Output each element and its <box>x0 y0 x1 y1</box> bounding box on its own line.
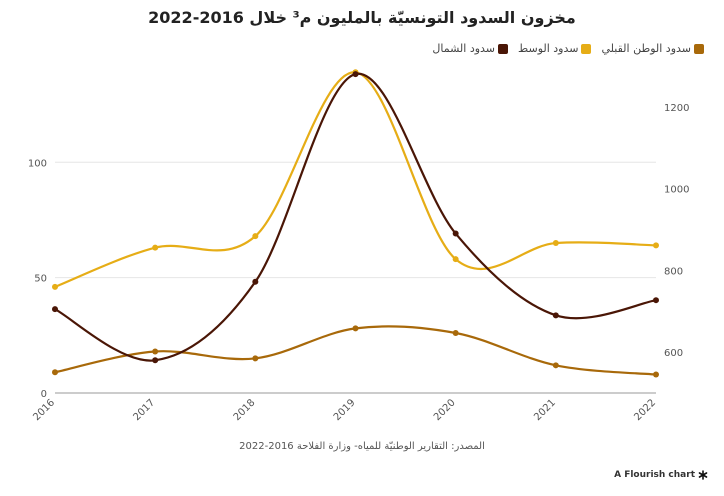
data-point-0-2020 <box>452 230 459 237</box>
data-point-1-2018 <box>252 233 259 240</box>
data-point-2-2019 <box>352 325 359 332</box>
chart-title: مخزون السدود التونسيّة بالمليون م³ خلال … <box>148 8 576 27</box>
source-note: المصدر: التقارير الوطنيّة للمياه- وزارة … <box>239 441 485 452</box>
legend-label-cap-bon: سدود الوطن القبلي <box>601 42 691 55</box>
legend-swatch-north <box>498 43 509 54</box>
data-point-0-2021 <box>552 312 559 319</box>
data-point-2-2016 <box>52 369 58 376</box>
data-point-0-2019 <box>352 71 359 78</box>
legend-label-center: سدود الوسط <box>518 42 579 55</box>
legend-swatch-cap-bon <box>694 43 704 54</box>
data-point-0-2017 <box>152 357 159 364</box>
data-point-1-2022 <box>653 242 659 249</box>
x-tick: 2021 <box>532 397 558 423</box>
x-tick: 2019 <box>332 397 358 423</box>
y-tick-right: 1000 <box>664 185 689 196</box>
flourish-credit[interactable]: A Flourish chart <box>614 470 708 480</box>
data-point-0-2016 <box>52 306 58 313</box>
x-tick: 2020 <box>432 397 458 423</box>
y-tick-left: 100 <box>28 158 47 169</box>
data-point-2-2021 <box>552 362 559 369</box>
legend-swatch-center <box>581 43 592 54</box>
legend-item-north[interactable]: سدود الشمال <box>432 42 509 55</box>
x-tick: 2018 <box>232 397 258 423</box>
flourish-credit-label: A Flourish chart <box>614 470 695 480</box>
series-line-2 <box>54 325 657 376</box>
data-point-1-2016 <box>52 283 58 290</box>
data-point-2-2017 <box>152 348 159 355</box>
y-tick-left: 0 <box>41 389 47 400</box>
y-tick-right: 1200 <box>664 103 689 114</box>
series-line-0 <box>54 72 657 362</box>
legend: سدود الشمال سدود الوسط سدود الوطن القبلي <box>432 42 704 55</box>
data-point-1-2020 <box>452 256 459 263</box>
data-point-0-2022 <box>653 297 659 304</box>
y-tick-left: 50 <box>34 274 47 285</box>
data-point-0-2018 <box>252 278 259 285</box>
legend-item-cap-bon[interactable]: سدود الوطن القبلي <box>601 42 704 55</box>
data-point-1-2021 <box>552 240 559 247</box>
series-line-1 <box>54 71 657 288</box>
y-tick-right: 800 <box>664 266 683 277</box>
x-tick: 2017 <box>132 397 158 423</box>
flourish-asterisk-icon <box>698 470 708 480</box>
legend-item-center[interactable]: سدود الوسط <box>518 42 592 55</box>
data-point-2-2020 <box>452 330 459 337</box>
y-tick-right: 600 <box>664 348 683 359</box>
data-point-2-2018 <box>252 355 259 362</box>
legend-label-north: سدود الشمال <box>432 42 496 55</box>
x-tick: 2016 <box>31 397 57 423</box>
data-point-1-2017 <box>152 244 159 251</box>
x-tick: 2022 <box>632 397 658 423</box>
data-point-2-2022 <box>653 371 659 378</box>
